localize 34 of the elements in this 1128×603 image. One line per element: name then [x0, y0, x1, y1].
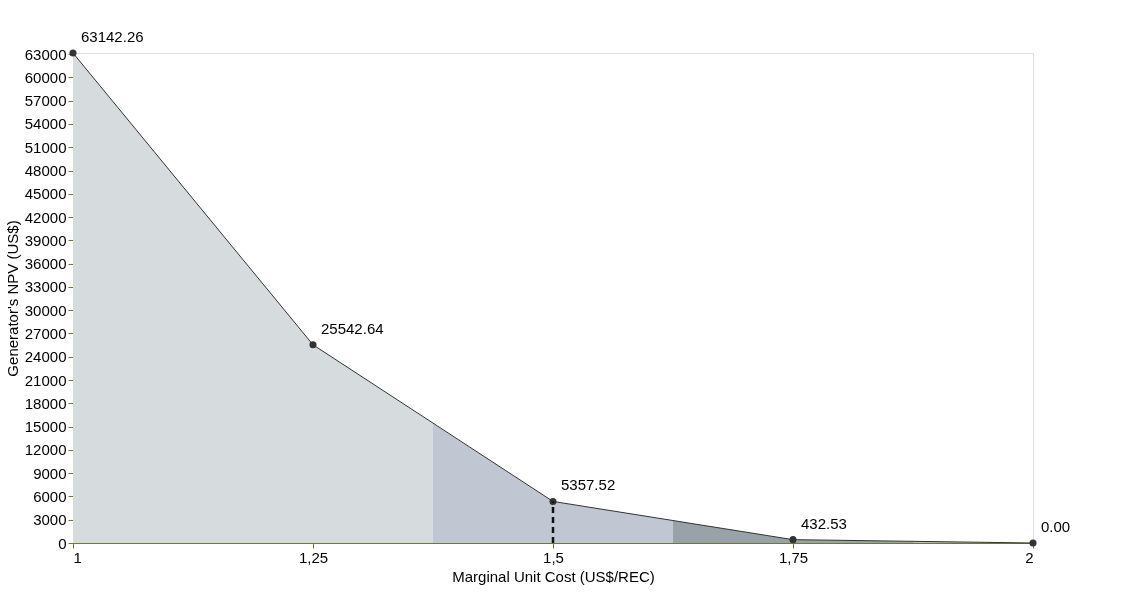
y-tick-label: 6000 — [33, 487, 67, 505]
y-tick-label: 27000 — [24, 324, 67, 342]
y-tick-label: 48000 — [24, 162, 67, 180]
data-label: 432.53 — [801, 514, 847, 532]
x-axis-title: Marginal Unit Cost (US$/REC) — [452, 567, 655, 585]
data-label: 5357.52 — [561, 476, 616, 494]
y-tick-label: 30000 — [24, 301, 67, 319]
y-tick-label: 18000 — [24, 394, 67, 412]
data-label: 0.00 — [1041, 518, 1071, 535]
y-tick-label: 51000 — [24, 138, 67, 156]
x-tick-label: 1 — [73, 548, 82, 566]
x-tick-label: 2 — [1025, 548, 1034, 566]
x-tick-label: 1,5 — [543, 548, 564, 566]
y-tick-label: 60000 — [24, 68, 67, 86]
y-tick-label: 15000 — [24, 418, 67, 436]
y-tick-label: 57000 — [24, 92, 67, 110]
y-tick-label: 33000 — [24, 278, 67, 296]
y-tick-label: 3000 — [33, 511, 67, 529]
y-tick-label: 9000 — [33, 464, 67, 482]
y-tick-label: 42000 — [24, 208, 67, 226]
x-tick-label: 1,25 — [298, 548, 329, 566]
y-tick-label: 12000 — [24, 441, 67, 459]
y-tick-label: 45000 — [24, 185, 67, 203]
data-label: 63142.26 — [81, 28, 144, 45]
x-tick-label: 1,75 — [778, 548, 809, 566]
y-tick-label: 24000 — [24, 348, 67, 366]
y-tick-label: 54000 — [24, 115, 67, 133]
y-tick-label: 0 — [58, 534, 67, 552]
data-label: 25542.64 — [321, 319, 384, 337]
y-tick-label: 21000 — [24, 371, 67, 389]
y-axis-title: Generator's NPV (US$) — [3, 220, 21, 377]
y-tick-label: 36000 — [24, 255, 67, 273]
y-tick-label: 39000 — [24, 231, 67, 249]
y-tick-label: 63000 — [24, 45, 67, 63]
